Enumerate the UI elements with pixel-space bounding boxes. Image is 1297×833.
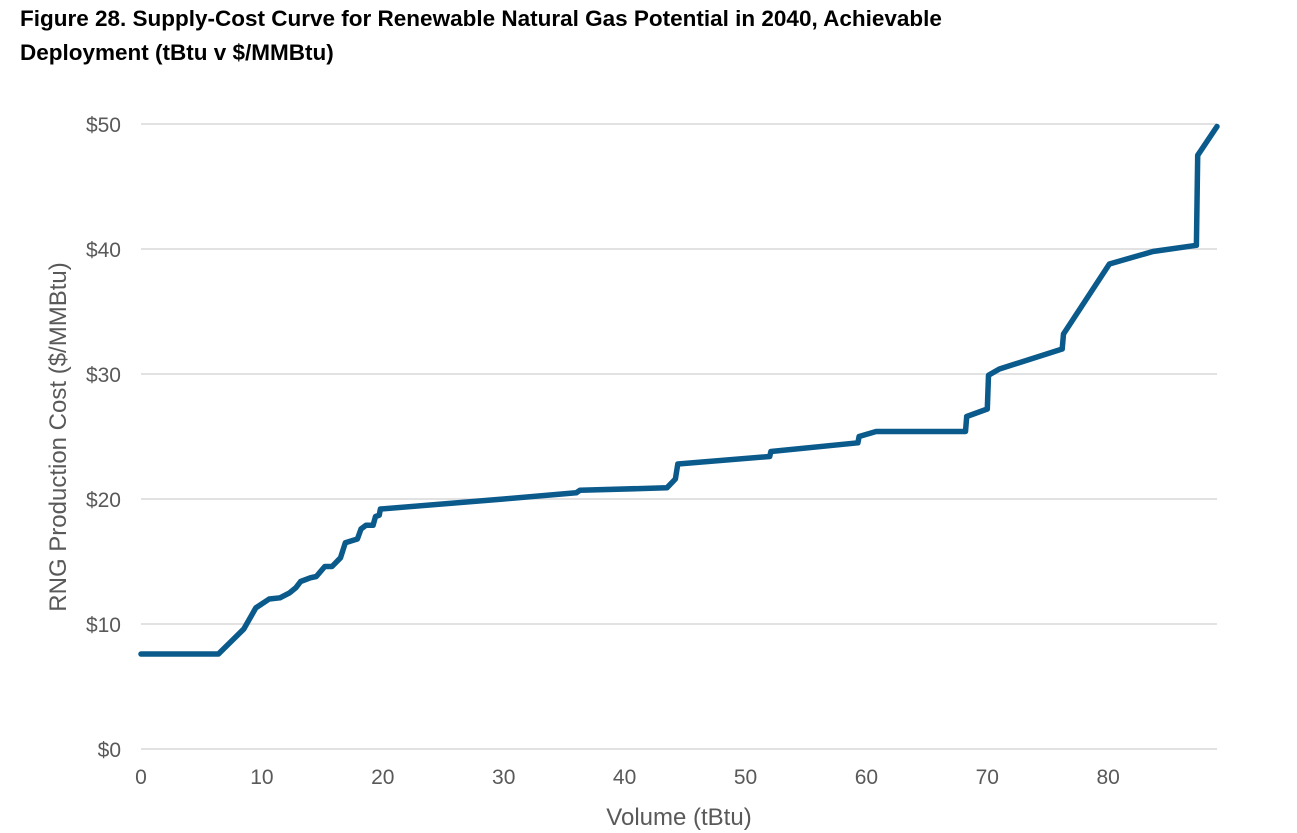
x-tick-label: 50	[734, 766, 757, 789]
y-tick-label: $30	[86, 364, 121, 387]
supply-cost-line	[138, 123, 1220, 657]
x-axis-tick-labels: 0 10 20 30 40 50 60 70 80	[135, 766, 1120, 789]
y-tick-label: $10	[86, 614, 121, 637]
x-axis-title: Volume (tBtu)	[606, 804, 751, 831]
figure-title-line-2: Deployment (tBtu v $/MMBtu)	[20, 40, 334, 65]
x-tick-label: 30	[492, 766, 515, 789]
y-axis-title: RNG Production Cost ($/MMBtu)	[45, 262, 72, 611]
y-tick-label: $0	[98, 739, 121, 762]
y-tick-label: $20	[86, 489, 121, 512]
figure-title-line-1: Figure 28. Supply-Cost Curve for Renewab…	[20, 6, 942, 31]
y-tick-label: $40	[86, 239, 121, 262]
x-tick-label: 40	[613, 766, 636, 789]
gridlines	[141, 123, 1217, 750]
figure-title: Figure 28. Supply-Cost Curve for Renewab…	[20, 2, 1260, 70]
x-tick-label: 0	[135, 766, 147, 789]
y-axis-tick-labels: $0 $10 $20 $30 $40 $50	[86, 114, 121, 762]
y-tick-label: $50	[86, 114, 121, 137]
x-tick-label: 70	[976, 766, 999, 789]
x-tick-label: 10	[250, 766, 273, 789]
x-tick-label: 80	[1097, 766, 1120, 789]
x-tick-label: 60	[855, 766, 878, 789]
x-tick-label: 20	[371, 766, 394, 789]
